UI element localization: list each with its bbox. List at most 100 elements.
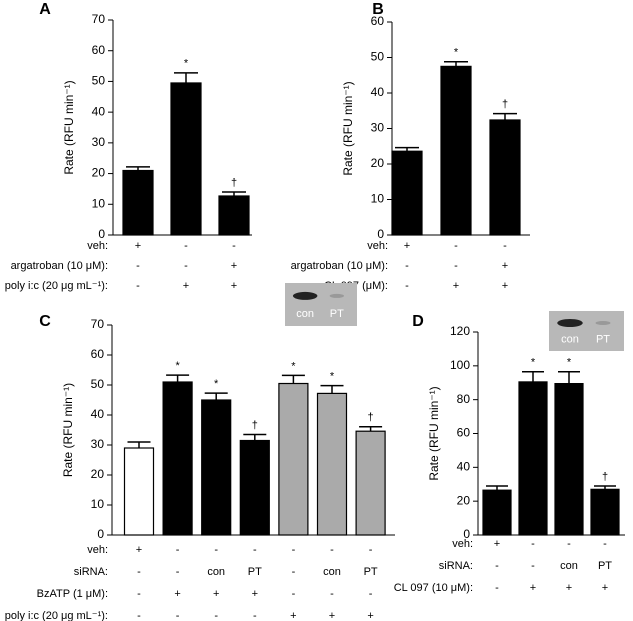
significance-mark: * — [567, 357, 572, 369]
y-tick-label: 60 — [92, 43, 106, 57]
condition-mark: - — [137, 588, 141, 600]
blot-band — [292, 291, 318, 300]
condition-mark: - — [292, 544, 296, 556]
significance-mark: * — [531, 357, 536, 369]
significance-mark: * — [214, 378, 219, 390]
significance-mark: * — [291, 360, 296, 372]
y-tick-label: 80 — [457, 392, 471, 406]
condition-mark: + — [231, 260, 237, 272]
y-tick-label: 0 — [463, 527, 470, 541]
significance-mark: * — [330, 371, 335, 383]
y-tick-label: 30 — [371, 121, 385, 135]
y-tick-label: 60 — [371, 14, 385, 28]
bar — [482, 489, 512, 536]
condition-mark: - — [214, 610, 218, 621]
condition-mark: - — [369, 544, 373, 556]
significance-mark: † — [252, 419, 258, 431]
condition-mark: + — [174, 588, 180, 600]
y-tick-label: 40 — [91, 407, 105, 421]
condition-mark: - — [531, 560, 535, 572]
blot-inset — [549, 311, 624, 351]
bar — [440, 65, 472, 236]
condition-mark: - — [253, 544, 257, 556]
condition-label: CL 097 (10 μM): — [394, 582, 473, 594]
y-tick-label: 50 — [371, 50, 385, 64]
condition-mark: - — [567, 538, 571, 550]
blot-band — [557, 319, 583, 327]
y-tick-label: 40 — [371, 85, 385, 99]
bar — [122, 169, 154, 236]
panel-letter: C — [39, 313, 51, 330]
condition-label: argatroban (10 μM): — [11, 260, 108, 272]
blot-inset — [285, 283, 357, 326]
y-tick-label: 40 — [92, 104, 106, 118]
condition-mark: - — [292, 566, 296, 578]
bar — [489, 119, 521, 236]
y-tick-label: 10 — [92, 196, 106, 210]
condition-mark: + — [329, 610, 335, 621]
condition-mark: + — [252, 588, 258, 600]
y-tick-label: 70 — [92, 12, 106, 26]
significance-mark: * — [175, 360, 180, 372]
condition-mark: PT — [364, 566, 378, 578]
y-tick-label: 0 — [98, 227, 105, 241]
condition-label: veh: — [367, 240, 388, 252]
condition-mark: - — [176, 544, 180, 556]
y-tick-label: 30 — [92, 135, 106, 149]
condition-mark: - — [454, 260, 458, 272]
condition-mark: + — [566, 582, 572, 594]
bar — [316, 392, 348, 536]
y-axis-label: Rate (RFU min⁻¹) — [427, 386, 441, 480]
condition-label: veh: — [87, 544, 108, 556]
condition-mark: + — [213, 588, 219, 600]
condition-mark: + — [502, 260, 508, 272]
bar — [554, 382, 584, 536]
condition-mark: - — [454, 240, 458, 252]
condition-mark: + — [453, 280, 459, 292]
significance-mark: * — [454, 47, 459, 59]
condition-mark: - — [214, 544, 218, 556]
inset-label: PT — [330, 308, 344, 320]
condition-mark: - — [369, 588, 373, 600]
y-tick-label: 20 — [92, 166, 106, 180]
condition-mark: + — [404, 240, 410, 252]
y-tick-label: 0 — [97, 527, 104, 541]
condition-mark: - — [137, 566, 141, 578]
condition-mark: con — [323, 566, 341, 578]
condition-mark: PT — [248, 566, 262, 578]
bar — [355, 430, 386, 536]
panel-letter: A — [39, 1, 51, 18]
condition-mark: + — [502, 280, 508, 292]
y-tick-label: 60 — [457, 426, 471, 440]
significance-mark: † — [502, 98, 508, 110]
inset-label: con — [561, 334, 579, 346]
condition-mark: - — [603, 538, 607, 550]
condition-mark: - — [503, 240, 507, 252]
y-tick-label: 30 — [91, 437, 105, 451]
significance-mark: † — [231, 177, 237, 189]
bar — [162, 381, 193, 536]
y-tick-label: 70 — [91, 317, 105, 331]
y-axis-label: Rate (RFU min⁻¹) — [61, 383, 75, 477]
condition-mark: con — [560, 560, 578, 572]
condition-label: poly i:c (20 μg mL⁻¹): — [5, 610, 108, 621]
condition-mark: - — [292, 588, 296, 600]
y-tick-label: 20 — [91, 467, 105, 481]
bar — [391, 150, 423, 236]
bar — [239, 439, 270, 536]
condition-mark: + — [231, 280, 237, 292]
bar — [218, 195, 250, 236]
condition-mark: - — [136, 260, 140, 272]
condition-label: BzATP (1 μM): — [37, 588, 108, 600]
condition-mark: - — [330, 544, 334, 556]
condition-mark: - — [531, 538, 535, 550]
condition-mark: - — [405, 260, 409, 272]
significance-mark: † — [368, 412, 374, 424]
condition-mark: + — [494, 538, 500, 550]
y-tick-label: 50 — [91, 377, 105, 391]
inset-label: con — [296, 308, 314, 320]
condition-mark: - — [495, 560, 499, 572]
y-tick-label: 10 — [91, 497, 105, 511]
condition-label: argatroban (10 μM): — [291, 260, 388, 272]
condition-mark: + — [530, 582, 536, 594]
